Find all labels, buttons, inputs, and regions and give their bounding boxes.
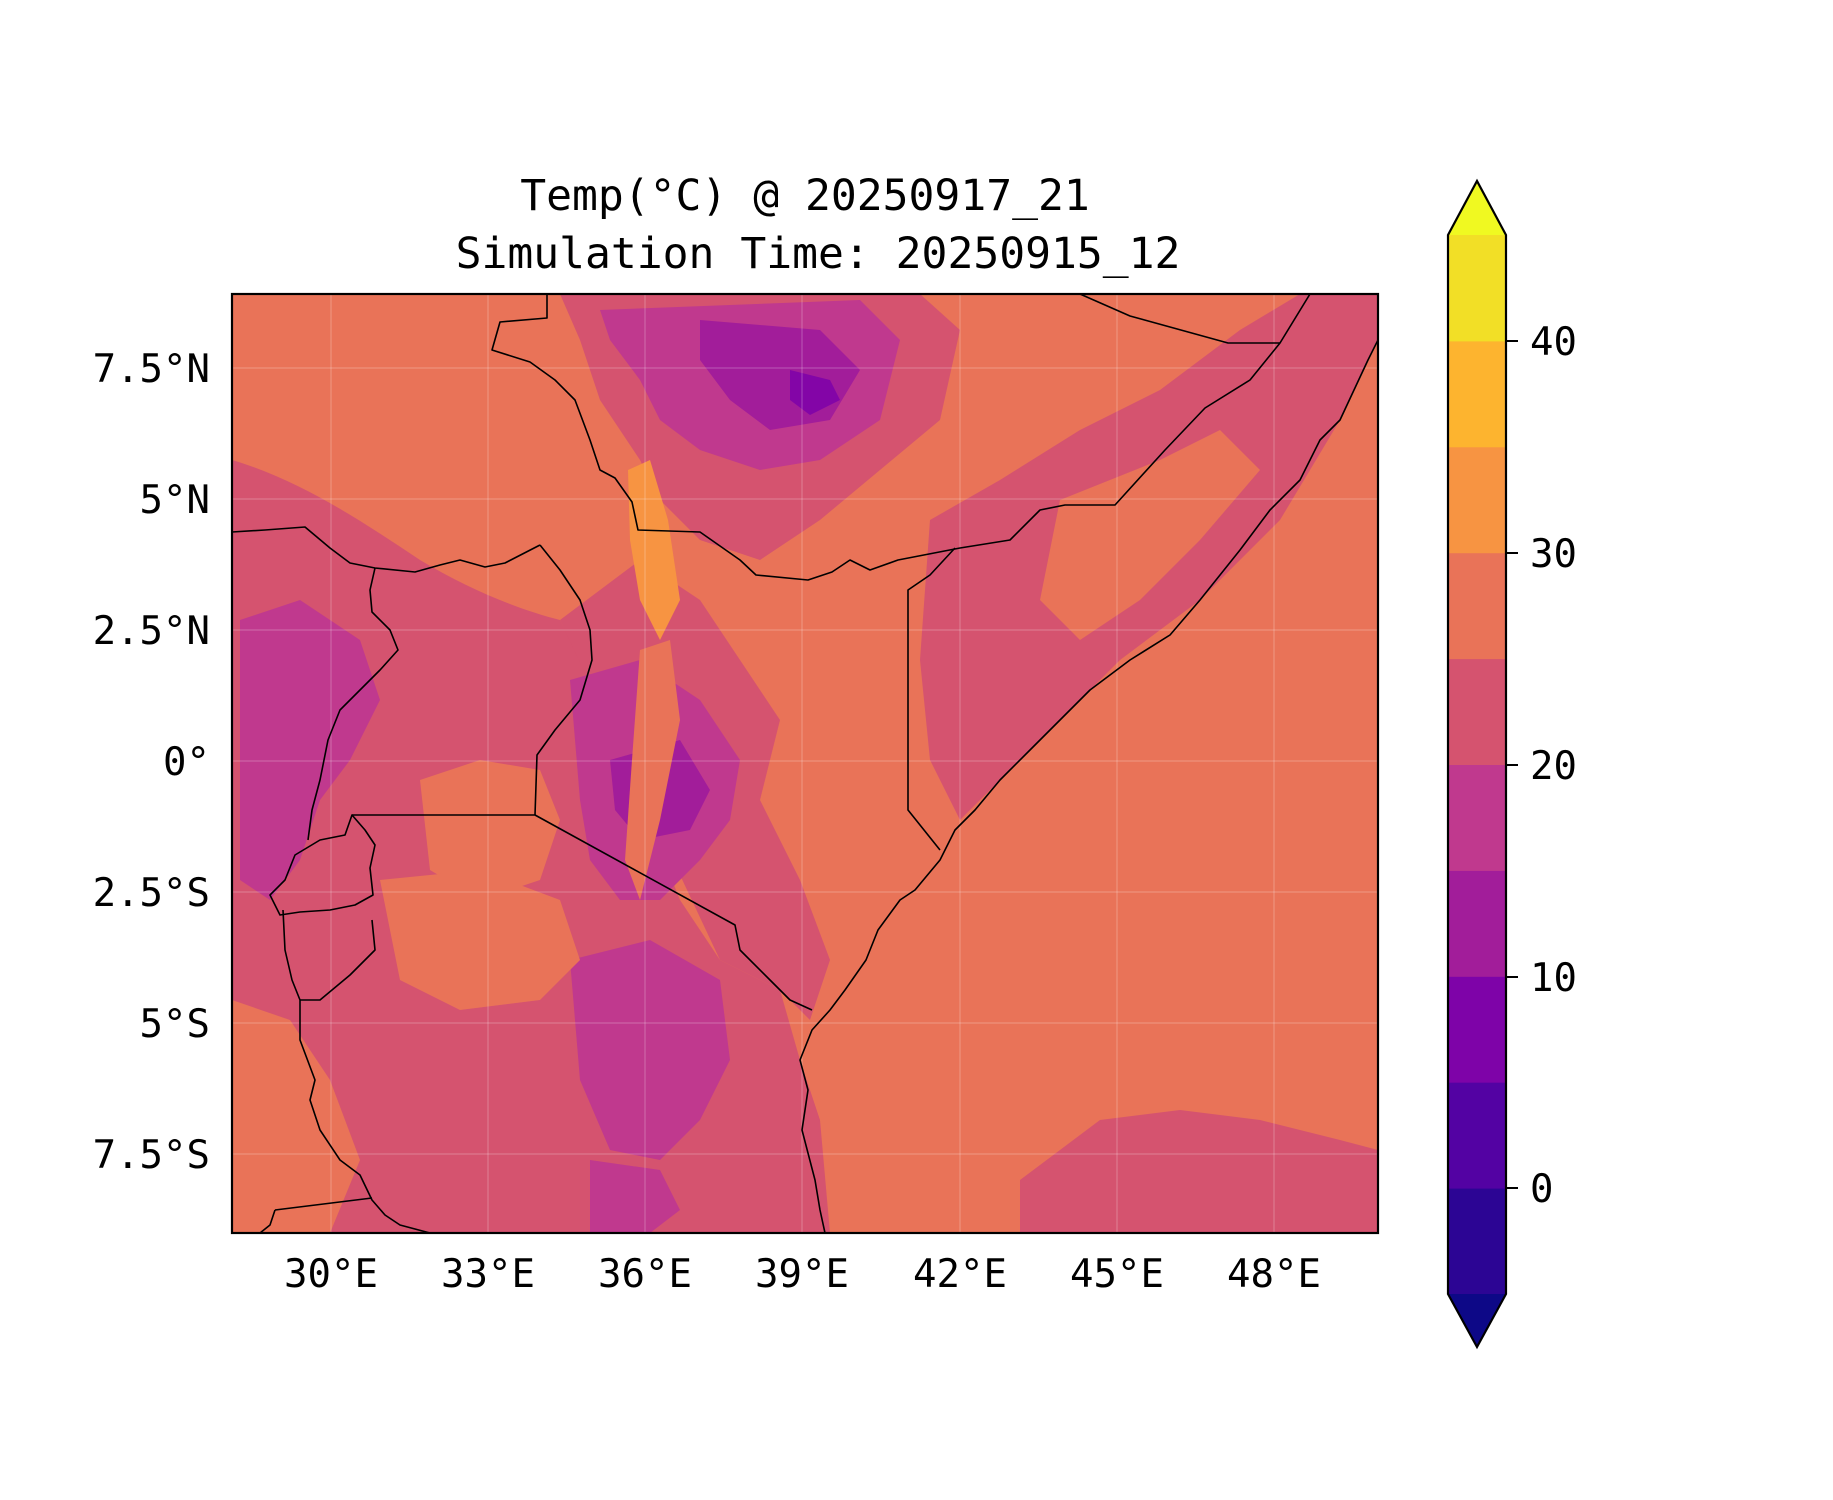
temperature-region-turkana-hot <box>628 460 680 640</box>
lon-tick-label: 42°E <box>913 1252 1007 1297</box>
lat-tick-label: 2.5°S <box>93 871 210 916</box>
colorbar-segment <box>1448 1082 1506 1189</box>
colorbar-tick-label: 0 <box>1530 1167 1553 1212</box>
colorbar-extend-bottom <box>1448 1294 1506 1347</box>
lon-tick-labels: 30°E 33°E 36°E 39°E 42°E 45°E 48°E <box>284 1252 1321 1297</box>
colorbar-tick-label: 40 <box>1530 320 1577 365</box>
colorbar-segments <box>1448 235 1506 1295</box>
lon-tick-label: 48°E <box>1227 1252 1321 1297</box>
lat-tick-labels: 7.5°N 5°N 2.5°N 0° 2.5°S 5°S 7.5°S <box>93 347 210 1178</box>
lat-tick-label: 7.5°S <box>93 1133 210 1178</box>
country-borders <box>232 294 1378 1233</box>
temperature-region-southwest-warm <box>232 1000 360 1233</box>
colorbar-segment <box>1448 446 1506 554</box>
colorbar-segment <box>1448 764 1506 871</box>
colorbar-segment <box>1448 1188 1506 1295</box>
colorbar-segment <box>1448 870 1506 977</box>
colorbar-segment <box>1448 658 1506 765</box>
colorbar-tick-label: 10 <box>1530 956 1577 1001</box>
figure-title-line2: Simulation Time: 20250915_12 <box>456 229 1181 279</box>
colorbar-ticks <box>1506 340 1518 1189</box>
lon-tick-label: 45°E <box>1070 1252 1164 1297</box>
temperature-region-ethiopia-core <box>790 370 840 415</box>
colorbar-segment <box>1448 552 1506 660</box>
colorbar-extend-top <box>1448 181 1506 235</box>
temperature-region-rift-warm <box>625 640 680 900</box>
colorbar: 0 10 20 30 40 <box>1446 178 1577 1350</box>
temperature-region-somalia-warm <box>1040 430 1260 640</box>
map-panel <box>232 294 1378 1233</box>
lat-tick-label: 0° <box>163 740 210 785</box>
lat-tick-label: 2.5°N <box>93 609 210 654</box>
colorbar-segment <box>1448 976 1506 1083</box>
figure-title-line1: Temp(°C) @ 20250917_21 <box>520 171 1090 221</box>
lat-tick-label: 5°N <box>140 478 210 523</box>
colorbar-segment <box>1448 235 1506 342</box>
colorbar-outline <box>1446 178 1508 1350</box>
map-frame <box>230 292 1380 1235</box>
temperature-region-ocean-south <box>1020 1110 1378 1233</box>
colorbar-tick-label: 20 <box>1530 744 1577 789</box>
colorbar-segment <box>1448 340 1506 448</box>
lat-tick-label: 7.5°N <box>93 347 210 392</box>
colorbar-tick-label: 30 <box>1530 532 1577 577</box>
lon-tick-label: 30°E <box>284 1252 378 1297</box>
lat-tick-label: 5°S <box>140 1002 210 1047</box>
temperature-region-westhighlands <box>240 600 380 900</box>
temperature-region-victoria <box>420 760 560 900</box>
lon-tick-label: 39°E <box>755 1252 849 1297</box>
temperature-region-tanzania-highlands <box>570 940 730 1160</box>
temperature-region-tanzania-plain <box>380 870 580 1010</box>
lon-tick-label: 33°E <box>441 1252 535 1297</box>
lon-tick-label: 36°E <box>598 1252 692 1297</box>
map-gridlines <box>232 294 1378 1233</box>
temperature-region-south-cool <box>590 1160 680 1233</box>
